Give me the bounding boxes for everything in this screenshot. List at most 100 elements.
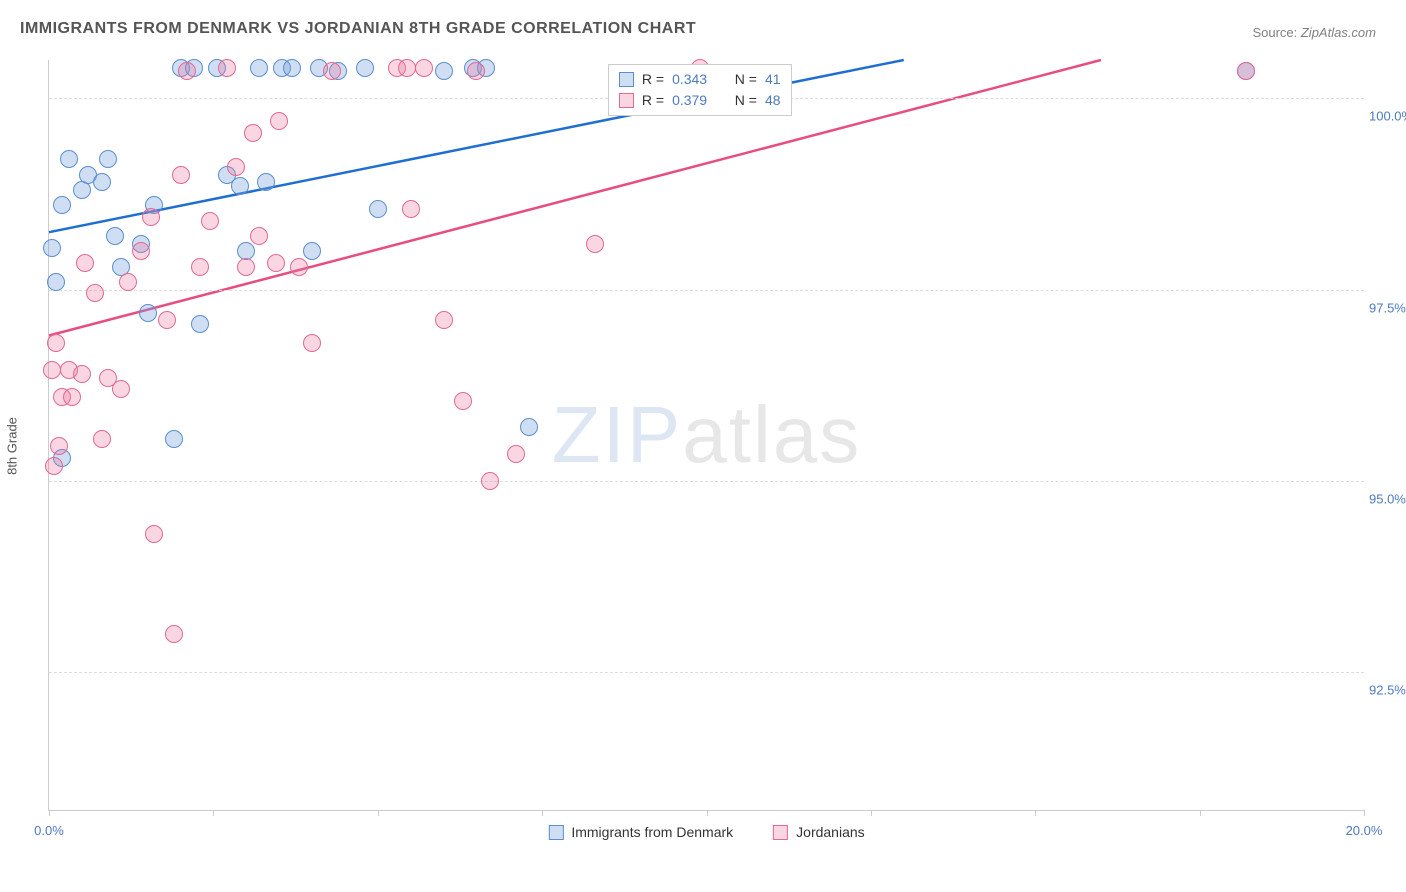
legend-swatch-denmark — [619, 72, 634, 87]
legend-series-item-denmark: Immigrants from Denmark — [548, 824, 733, 840]
x-tick — [542, 810, 543, 816]
legend-n-label: N = — [735, 69, 757, 90]
trend-lines-layer — [49, 60, 1364, 810]
data-point-denmark — [303, 242, 321, 260]
watermark: ZIPatlas — [552, 389, 861, 481]
data-point-jordanian — [145, 525, 163, 543]
data-point-jordanian — [467, 62, 485, 80]
legend-n-label: N = — [735, 90, 757, 111]
legend-series-name-denmark: Immigrants from Denmark — [571, 824, 733, 840]
trendline-jordanian — [49, 60, 1101, 336]
x-tick — [1364, 810, 1365, 816]
y-tick-label: 100.0% — [1369, 109, 1406, 124]
plot-area: ZIPatlas 92.5%95.0%97.5%100.0%0.0%20.0%R… — [48, 60, 1364, 811]
x-tick — [1200, 810, 1201, 816]
data-point-jordanian — [415, 59, 433, 77]
data-point-jordanian — [172, 166, 190, 184]
data-point-denmark — [356, 59, 374, 77]
data-point-jordanian — [237, 258, 255, 276]
data-point-jordanian — [267, 254, 285, 272]
data-point-jordanian — [76, 254, 94, 272]
x-tick — [871, 810, 872, 816]
data-point-jordanian — [132, 242, 150, 260]
source-prefix: Source: — [1252, 25, 1300, 40]
data-point-jordanian — [586, 235, 604, 253]
legend-series-name-jordanian: Jordanians — [796, 824, 865, 840]
data-point-jordanian — [63, 388, 81, 406]
legend-r-value-jordanian: 0.379 — [672, 90, 707, 111]
x-tick — [707, 810, 708, 816]
watermark-zip: ZIP — [552, 390, 682, 479]
data-point-jordanian — [165, 625, 183, 643]
data-point-jordanian — [45, 457, 63, 475]
data-point-jordanian — [323, 62, 341, 80]
x-tick — [1035, 810, 1036, 816]
source-name: ZipAtlas.com — [1301, 25, 1376, 40]
data-point-jordanian — [435, 311, 453, 329]
data-point-jordanian — [119, 273, 137, 291]
data-point-denmark — [250, 59, 268, 77]
data-point-denmark — [369, 200, 387, 218]
y-axis-label: 8th Grade — [5, 417, 20, 475]
gridline-h — [49, 481, 1364, 482]
data-point-denmark — [231, 177, 249, 195]
y-tick-label: 92.5% — [1369, 683, 1406, 698]
data-point-denmark — [139, 304, 157, 322]
data-point-jordanian — [303, 334, 321, 352]
data-point-denmark — [60, 150, 78, 168]
gridline-h — [49, 672, 1364, 673]
data-point-denmark — [99, 150, 117, 168]
data-point-jordanian — [398, 59, 416, 77]
data-point-denmark — [283, 59, 301, 77]
data-point-denmark — [53, 196, 71, 214]
legend-n-value-jordanian: 48 — [765, 90, 781, 111]
data-point-jordanian — [402, 200, 420, 218]
legend-r-value-denmark: 0.343 — [672, 69, 707, 90]
data-point-denmark — [435, 62, 453, 80]
data-point-jordanian — [158, 311, 176, 329]
x-tick — [213, 810, 214, 816]
data-point-denmark — [43, 239, 61, 257]
data-point-denmark — [93, 173, 111, 191]
data-point-denmark — [520, 418, 538, 436]
data-point-denmark — [257, 173, 275, 191]
watermark-atlas: atlas — [682, 390, 861, 479]
data-point-jordanian — [191, 258, 209, 276]
y-tick-label: 95.0% — [1369, 491, 1406, 506]
data-point-jordanian — [112, 380, 130, 398]
data-point-jordanian — [142, 208, 160, 226]
data-point-denmark — [47, 273, 65, 291]
x-tick-label: 20.0% — [1346, 823, 1383, 838]
legend-r-label: R = — [642, 69, 664, 90]
legend-series-item-jordanian: Jordanians — [773, 824, 865, 840]
x-tick — [378, 810, 379, 816]
data-point-jordanian — [250, 227, 268, 245]
data-point-jordanian — [1237, 62, 1255, 80]
data-point-jordanian — [507, 445, 525, 463]
legend-stats: R = 0.343 N = 41R = 0.379 N = 48 — [608, 64, 792, 116]
x-tick-label: 0.0% — [34, 823, 64, 838]
data-point-jordanian — [43, 361, 61, 379]
legend-stats-row-denmark: R = 0.343 N = 41 — [619, 69, 781, 90]
data-point-jordanian — [50, 437, 68, 455]
legend-n-value-denmark: 41 — [765, 69, 781, 90]
x-tick — [49, 810, 50, 816]
data-point-jordanian — [218, 59, 236, 77]
legend-stats-row-jordanian: R = 0.379 N = 48 — [619, 90, 781, 111]
y-tick-label: 97.5% — [1369, 300, 1406, 315]
data-point-jordanian — [290, 258, 308, 276]
data-point-denmark — [165, 430, 183, 448]
data-point-jordanian — [178, 62, 196, 80]
data-point-jordanian — [227, 158, 245, 176]
data-point-jordanian — [73, 365, 91, 383]
data-point-jordanian — [201, 212, 219, 230]
legend-r-label: R = — [642, 90, 664, 111]
data-point-jordanian — [481, 472, 499, 490]
data-point-jordanian — [86, 284, 104, 302]
legend-series: Immigrants from Denmark Jordanians — [548, 824, 864, 840]
data-point-jordanian — [454, 392, 472, 410]
legend-swatch-jordanian — [619, 93, 634, 108]
data-point-denmark — [73, 181, 91, 199]
data-point-jordanian — [270, 112, 288, 130]
data-point-jordanian — [244, 124, 262, 142]
